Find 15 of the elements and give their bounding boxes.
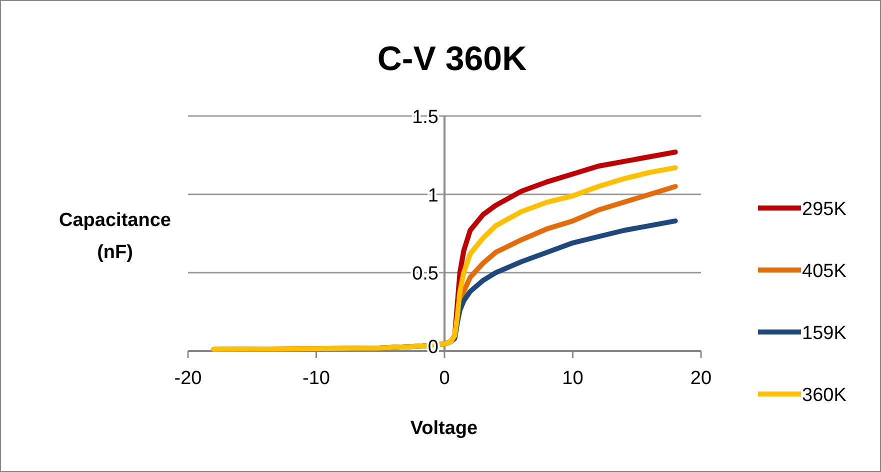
- y-tick-label: 0.5: [412, 264, 438, 285]
- chart-title: C-V 360K: [377, 40, 528, 78]
- y-tick-label: 1.5: [412, 107, 438, 128]
- y-axis-title: Capacitance (nF): [59, 210, 171, 263]
- x-tick-label: 10: [562, 368, 584, 389]
- x-axis-title: Voltage: [410, 418, 478, 439]
- x-tick-label: -10: [302, 368, 330, 389]
- x-tick-label: -20: [174, 368, 202, 389]
- legend-label: 405K: [802, 261, 847, 282]
- legend-label: 159K: [802, 323, 847, 344]
- x-tick-label: 20: [690, 368, 712, 389]
- legend-label: 360K: [802, 385, 847, 406]
- y-tick-label: 0: [428, 337, 438, 358]
- legend-label: 295K: [802, 199, 847, 220]
- y-tick-label: 1: [428, 185, 438, 206]
